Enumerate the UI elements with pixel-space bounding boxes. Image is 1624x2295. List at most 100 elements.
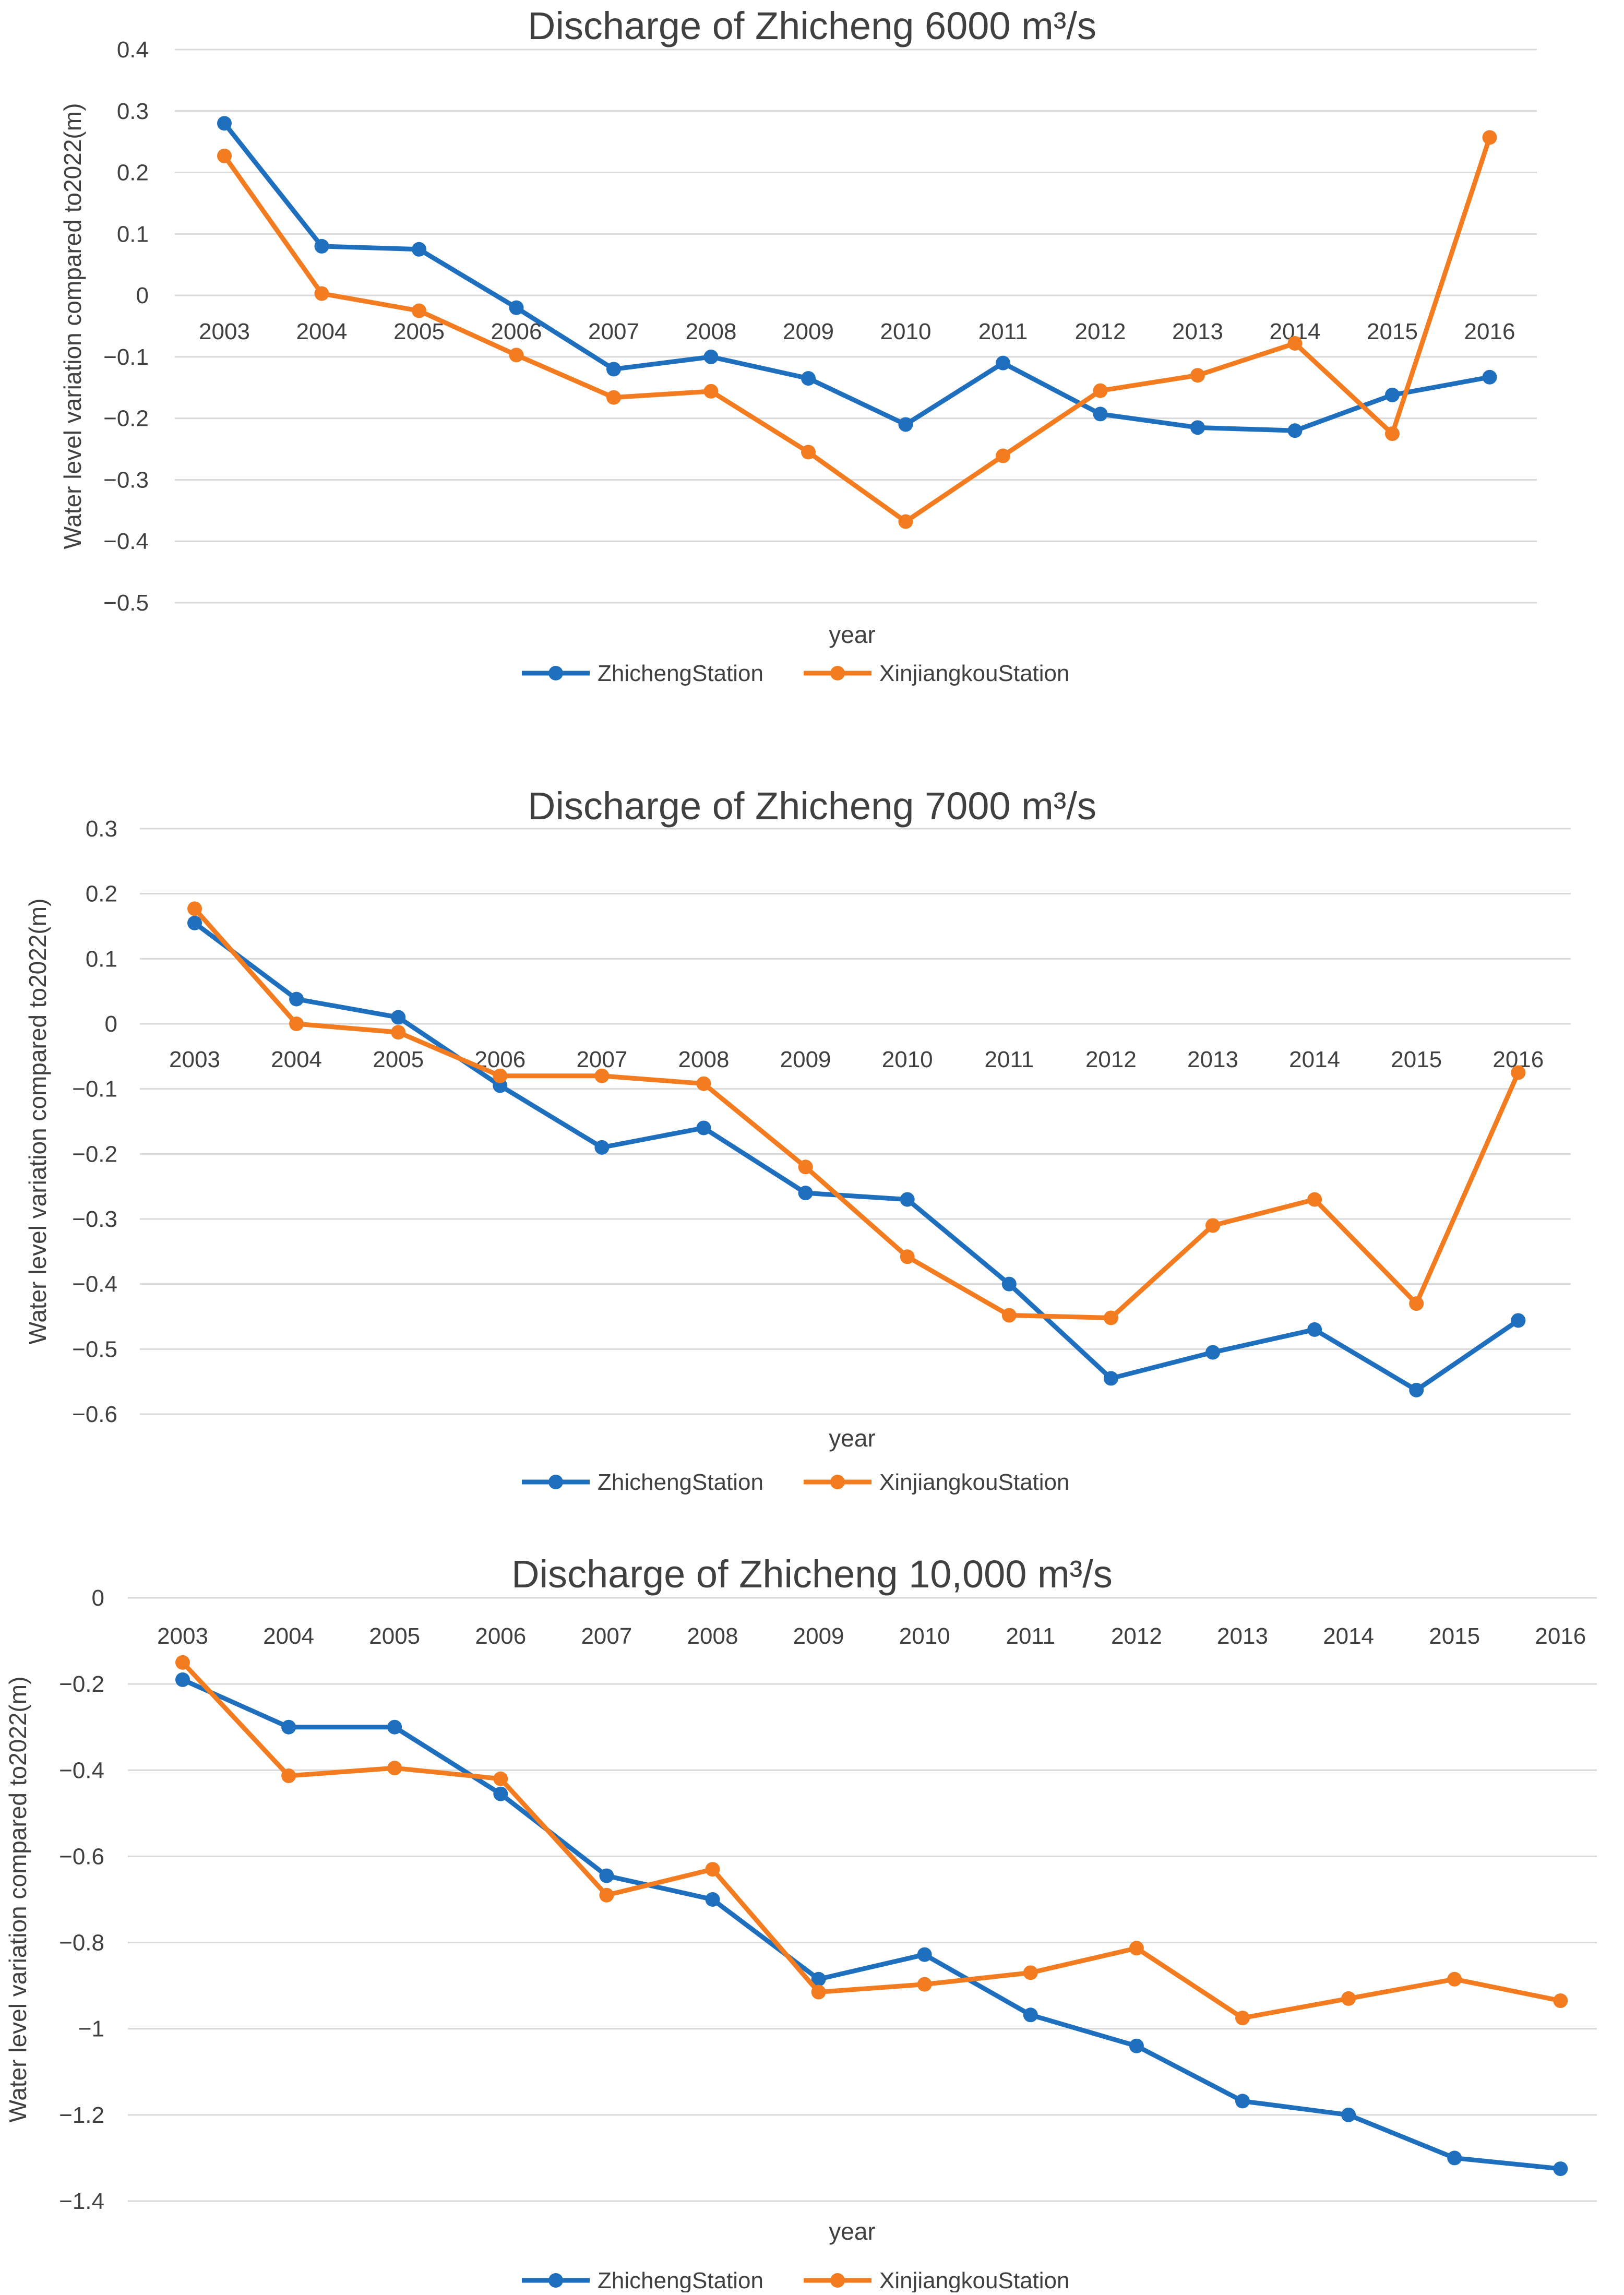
y-tick-label: −1 — [78, 2016, 104, 2042]
x-tick-label: 2011 — [1006, 1623, 1055, 1649]
y-tick-label: −0.2 — [103, 406, 149, 432]
y-tick-label: −0.6 — [72, 1402, 117, 1427]
legend-label: XinjiangkouStation — [879, 1469, 1069, 1495]
data-point-ZhichengStation — [1511, 1313, 1526, 1328]
y-tick-label: −0.8 — [59, 1930, 104, 1956]
data-point-ZhichengStation — [493, 1786, 508, 1801]
data-point-XinjiangkouStation — [1129, 1941, 1144, 1956]
y-tick-label: 0.2 — [117, 160, 149, 186]
series-line-XinjiangkouStation — [180, 1660, 1563, 2021]
data-point-XinjiangkouStation — [1511, 1065, 1526, 1080]
x-tick-label: 2007 — [581, 1623, 632, 1649]
data-point-XinjiangkouStation — [1235, 2011, 1250, 2026]
data-point-ZhichengStation — [1190, 420, 1205, 435]
legend-marker — [548, 666, 563, 680]
legend-marker — [830, 666, 845, 680]
series-line-ZhichengStation — [192, 921, 1521, 1393]
data-point-XinjiangkouStation — [898, 514, 913, 529]
data-point-XinjiangkouStation — [917, 1977, 932, 1992]
data-point-XinjiangkouStation — [217, 148, 232, 163]
data-point-ZhichengStation — [898, 417, 913, 432]
legend-label: XinjiangkouStation — [879, 2268, 1069, 2292]
x-tick-label: 2015 — [1367, 319, 1418, 344]
x-tick-label: 2015 — [1391, 1047, 1442, 1072]
data-point-ZhichengStation — [1409, 1382, 1424, 1397]
chart-title: Discharge of Zhicheng 6000 m³/s — [528, 4, 1096, 47]
data-point-ZhichengStation — [281, 1719, 296, 1735]
data-point-ZhichengStation — [217, 116, 232, 131]
data-point-ZhichengStation — [917, 1947, 932, 1962]
x-tick-label: 2005 — [393, 319, 445, 344]
data-point-ZhichengStation — [187, 915, 202, 930]
data-point-XinjiangkouStation — [594, 1068, 610, 1083]
data-point-ZhichengStation — [798, 1186, 813, 1201]
legend-marker — [830, 1475, 845, 1489]
data-point-ZhichengStation — [1287, 423, 1303, 438]
y-axis-label: Water level variation compared to2022(m) — [24, 899, 51, 1345]
x-tick-label: 2016 — [1464, 319, 1515, 344]
x-tick-label: 2004 — [263, 1623, 314, 1649]
data-point-ZhichengStation — [509, 300, 524, 315]
data-point-XinjiangkouStation — [493, 1068, 508, 1083]
data-point-XinjiangkouStation — [1205, 1218, 1220, 1233]
x-tick-label: 2007 — [588, 319, 639, 344]
data-point-ZhichengStation — [1482, 369, 1497, 385]
chart-panel-3: 0 −0.2 −0.4 −0.6 −0.8 −1 −1.2 −1.4 Discharge of … — [4, 1552, 1597, 2293]
data-point-XinjiangkouStation — [289, 1017, 304, 1031]
x-tick-label: 2015 — [1429, 1623, 1480, 1649]
y-tick-label: 0.1 — [117, 221, 149, 247]
data-point-ZhichengStation — [705, 1892, 720, 1907]
x-tick-label: 2010 — [880, 319, 932, 344]
x-tick-label: 2006 — [491, 319, 542, 344]
data-point-ZhichengStation — [1093, 407, 1108, 422]
data-point-XinjiangkouStation — [187, 901, 202, 916]
data-point-ZhichengStation — [314, 238, 329, 254]
data-point-ZhichengStation — [1205, 1345, 1220, 1360]
chart-title: Discharge of Zhicheng 10,000 m³/s — [511, 1552, 1113, 1596]
data-point-XinjiangkouStation — [606, 390, 621, 405]
y-tick-label: 0 — [105, 1011, 117, 1037]
x-tick-label: 2016 — [1535, 1623, 1586, 1649]
y-tick-label: 0 — [136, 283, 149, 308]
data-point-ZhichengStation — [811, 1971, 826, 1987]
y-tick-label: −1.2 — [59, 2102, 104, 2128]
data-point-XinjiangkouStation — [703, 384, 719, 399]
y-tick-label: −0.5 — [103, 590, 149, 616]
y-tick-label: −0.1 — [103, 344, 149, 370]
x-tick-label: 2013 — [1217, 1623, 1268, 1649]
y-tick-label: −0.4 — [72, 1272, 117, 1297]
x-tick-label: 2008 — [686, 319, 737, 344]
x-tick-label: 2003 — [157, 1623, 208, 1649]
y-tick-label: −0.6 — [59, 1844, 104, 1869]
data-point-XinjiangkouStation — [798, 1160, 813, 1175]
data-point-XinjiangkouStation — [996, 448, 1010, 463]
x-tick-label: 2013 — [1172, 319, 1223, 344]
y-axis-label: Water level variation compared to2022(m) — [4, 1677, 31, 2123]
x-axis-label: year — [829, 621, 875, 648]
series-line-XinjiangkouStation — [222, 135, 1492, 524]
chart-panel-2: 0.3 0.2 0.1 0 −0.1 −0.2 −0.3 −0.4 −0.5 −0.6 Discha… — [24, 784, 1571, 1495]
x-tick-label: 2014 — [1289, 1047, 1340, 1072]
data-point-ZhichengStation — [900, 1192, 915, 1207]
x-tick-label: 2009 — [783, 319, 834, 344]
y-axis-label: Water level variation compared to2022(m) — [59, 103, 86, 549]
x-tick-label: 2005 — [373, 1047, 424, 1072]
y-tick-label: −0.2 — [72, 1141, 117, 1167]
legend-marker — [830, 2273, 845, 2288]
x-tick-label: 2003 — [169, 1047, 220, 1072]
legend-label: ZhichengStation — [598, 1469, 763, 1495]
x-tick-label: 2012 — [1111, 1623, 1162, 1649]
x-tick-label: 2004 — [271, 1047, 322, 1072]
x-tick-label: 2009 — [780, 1047, 831, 1072]
y-tick-label: −0.4 — [59, 1758, 104, 1783]
data-point-ZhichengStation — [801, 371, 816, 386]
data-point-XinjiangkouStation — [1023, 1965, 1038, 1980]
data-point-ZhichengStation — [996, 355, 1010, 370]
y-tick-label: 0.4 — [117, 37, 149, 63]
data-point-ZhichengStation — [1553, 2161, 1568, 2177]
y-tick-label: 0.3 — [117, 99, 149, 124]
legend-label: ZhichengStation — [598, 661, 763, 686]
y-tick-label: −0.3 — [103, 467, 149, 493]
data-point-XinjiangkouStation — [387, 1761, 402, 1776]
data-point-ZhichengStation — [594, 1140, 610, 1155]
